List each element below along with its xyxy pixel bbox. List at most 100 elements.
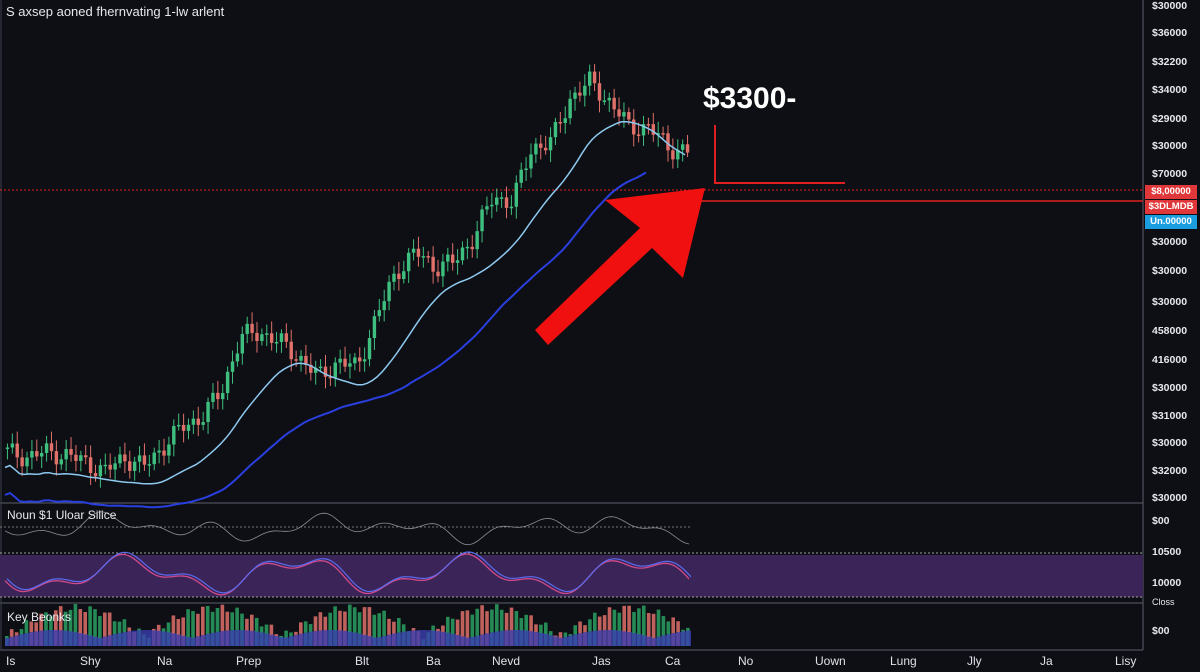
candle-body bbox=[441, 261, 445, 277]
volume-base-bar bbox=[382, 635, 388, 646]
volume-base-bar bbox=[656, 636, 662, 646]
candle-body bbox=[446, 254, 450, 262]
time-axis-label: Prep bbox=[236, 654, 262, 668]
volume-base-bar bbox=[303, 632, 309, 646]
volume-base-bar bbox=[152, 630, 157, 646]
volume-bar bbox=[220, 604, 225, 646]
volume-base-bar bbox=[181, 635, 187, 646]
time-axis-label: Na bbox=[157, 654, 173, 668]
volume-bar bbox=[377, 613, 381, 646]
trend-arrow-icon bbox=[535, 188, 705, 345]
candle-body bbox=[495, 197, 499, 205]
volume-base-bar bbox=[632, 633, 638, 646]
volume-base-bar bbox=[225, 630, 231, 646]
volume-bar bbox=[529, 615, 533, 646]
time-axis-label: Jly bbox=[967, 654, 982, 668]
price-axis-label: $29000 bbox=[1152, 113, 1188, 125]
volume-bar bbox=[176, 618, 181, 646]
candle-body bbox=[641, 124, 646, 136]
volume-bar bbox=[504, 612, 509, 646]
volume-bar bbox=[63, 611, 68, 646]
volume-bar bbox=[58, 606, 63, 646]
oscillator-axis-label: $00 bbox=[1152, 515, 1170, 527]
candle-body bbox=[35, 451, 39, 457]
volume-bar bbox=[240, 613, 244, 646]
volume-base-bar bbox=[465, 637, 471, 646]
volume-base-bar bbox=[122, 631, 128, 646]
volume-bar bbox=[107, 612, 112, 646]
volume-axis-label: $00 bbox=[1152, 625, 1170, 637]
volume-base-bar bbox=[24, 633, 30, 646]
volume-bar bbox=[661, 616, 666, 646]
moving-average-slow-line bbox=[4, 171, 647, 509]
volume-base-bar bbox=[519, 630, 525, 646]
volume-bar bbox=[455, 619, 460, 646]
volume-bar bbox=[44, 612, 48, 646]
candle-body bbox=[333, 362, 337, 378]
volume-bar bbox=[499, 609, 504, 646]
volume-base-bar bbox=[539, 632, 544, 646]
candle-body bbox=[142, 455, 147, 465]
volume-bar bbox=[171, 615, 176, 646]
candle-body bbox=[98, 465, 103, 477]
volume-base-bar bbox=[357, 633, 363, 646]
candle-body bbox=[397, 273, 401, 280]
candle-body bbox=[152, 452, 156, 465]
volume-bar bbox=[83, 611, 87, 646]
price-axis-label: $30000 bbox=[1152, 492, 1188, 504]
rsi-band bbox=[0, 555, 1143, 597]
candle-body bbox=[216, 392, 220, 400]
volume-base-bar bbox=[142, 630, 148, 646]
candle-body bbox=[196, 418, 200, 425]
volume-base-bar bbox=[289, 636, 295, 646]
volume-bar bbox=[627, 605, 631, 646]
volume-base-bar bbox=[235, 630, 241, 646]
candle-body bbox=[666, 133, 670, 151]
volume-base-bar bbox=[470, 636, 476, 646]
rsi-axis-mid: 10000 bbox=[1152, 577, 1182, 589]
volume-bar bbox=[191, 611, 195, 646]
volume-base-bar bbox=[637, 634, 642, 646]
volume-base-bar bbox=[127, 631, 133, 646]
price-axis-label: $34000 bbox=[1152, 84, 1188, 96]
volume-bar bbox=[318, 612, 323, 646]
volume-base-bar bbox=[196, 636, 201, 646]
candle-body bbox=[123, 454, 127, 462]
volume-bar bbox=[93, 609, 97, 646]
price-axis-label: $30000 bbox=[1152, 437, 1188, 449]
volume-bar bbox=[372, 614, 377, 646]
volume-base-bar bbox=[348, 631, 353, 646]
volume-title: Key Beonks bbox=[7, 610, 72, 624]
volume-base-bar bbox=[588, 631, 593, 646]
volume-base-bar bbox=[161, 631, 167, 646]
volume-bar bbox=[651, 613, 656, 646]
volume-base-bar bbox=[254, 631, 260, 646]
volume-base-bar bbox=[514, 630, 520, 646]
candle-body bbox=[304, 355, 308, 365]
volume-bar bbox=[352, 607, 357, 646]
volume-bar bbox=[612, 609, 617, 646]
volume-bar bbox=[475, 608, 479, 646]
candle-body bbox=[426, 256, 430, 258]
volume-base-bar bbox=[39, 630, 45, 646]
volume-bar bbox=[495, 604, 499, 646]
volume-base-bar bbox=[485, 633, 491, 646]
price-axis-label: $30000 bbox=[1152, 236, 1188, 248]
volume-bar bbox=[656, 609, 661, 646]
candle-body bbox=[343, 358, 347, 367]
volume-bar bbox=[367, 607, 372, 646]
volume-base-bar bbox=[83, 634, 89, 646]
candle-body bbox=[680, 144, 685, 150]
candle-body bbox=[490, 204, 494, 207]
price-axis-label: $32000 bbox=[1152, 465, 1188, 477]
candle-body bbox=[578, 92, 582, 96]
volume-base-bar bbox=[548, 635, 554, 646]
volume-base-bar bbox=[191, 637, 197, 646]
volume-base-bar bbox=[676, 632, 682, 646]
candle-body bbox=[646, 124, 651, 126]
candle-body bbox=[475, 231, 479, 250]
volume-base-bar bbox=[103, 636, 108, 646]
candle-body bbox=[235, 353, 240, 362]
candle-body bbox=[162, 450, 166, 456]
